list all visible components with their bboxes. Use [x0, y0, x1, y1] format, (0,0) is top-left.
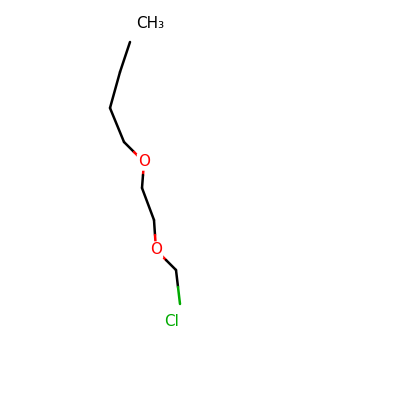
Text: O: O: [138, 154, 150, 170]
Text: O: O: [150, 242, 162, 258]
Text: CH₃: CH₃: [136, 16, 164, 32]
Text: Cl: Cl: [164, 314, 180, 330]
